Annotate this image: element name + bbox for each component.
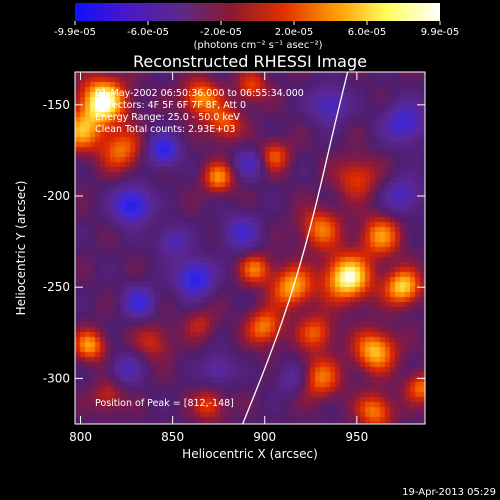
annotation-line: Detectors: 4F 5F 6F 7F 8F, Att 0 (95, 100, 246, 111)
annotation-block: 01-May-2002 06:50:36.000 to 06:55:34.000… (95, 88, 304, 409)
colorbar-tick-label: 2.0e-05 (275, 27, 313, 38)
heatmap-image (75, 72, 425, 424)
peak-annotation: Position of Peak = [812,-148] (95, 398, 234, 409)
colorbar-ticks: -9.9e-05 -6.0e-05 -2.0e-05 2.0e-05 6.0e-05 9.… (54, 21, 459, 38)
y-tick-label: -200 (43, 189, 70, 203)
chart-title: Reconstructed RHESSI Image (133, 52, 367, 71)
x-tick-label: 900 (253, 430, 276, 444)
y-tick-label: -150 (43, 98, 70, 112)
annotation-line: Energy Range: 25.0 - 50.0 keV (95, 112, 240, 123)
y-axis-label: Heliocentric Y (arcsec) (14, 181, 28, 316)
colorbar-tick-label: 9.9e-05 (421, 27, 459, 38)
footer-date: 19-Apr-2013 05:29 (402, 487, 496, 498)
x-tick-label: 850 (161, 430, 184, 444)
colorbar-units: (photons cm⁻² s⁻¹ asec⁻²) (193, 40, 322, 51)
annotation-line: 01-May-2002 06:50:36.000 to 06:55:34.000 (95, 88, 304, 99)
y-tick-label: -250 (43, 280, 70, 294)
colorbar (75, 3, 440, 21)
colorbar-tick-label: -6.0e-05 (127, 27, 169, 38)
x-tick-label: 800 (69, 430, 92, 444)
y-tick-label: -300 (43, 371, 70, 385)
heatmap-container (75, 72, 425, 424)
plot-frame (74, 71, 426, 425)
colorbar-tick-label: -9.9e-05 (54, 27, 96, 38)
solar-limb-curve (242, 72, 349, 424)
axes: 800 850 900 950 -150 -200 -250 -300 (43, 72, 425, 444)
x-tick-label: 950 (345, 430, 368, 444)
colorbar-tick-label: 6.0e-05 (348, 27, 386, 38)
x-axis-label: Heliocentric X (arcsec) (182, 447, 318, 461)
colorbar-tick-label: -2.0e-05 (200, 27, 242, 38)
annotation-line: Clean Total counts: 2.93E+03 (95, 124, 235, 135)
